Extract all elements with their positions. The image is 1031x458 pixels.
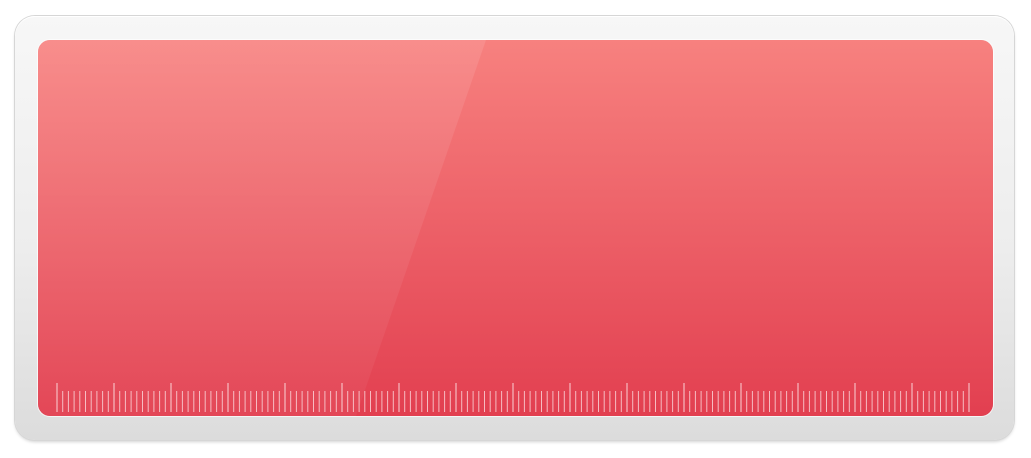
display-panel — [38, 40, 993, 416]
ruler-scale — [56, 383, 970, 412]
device-frame — [15, 16, 1014, 440]
glare-highlight — [38, 40, 486, 416]
panel-background — [38, 40, 993, 416]
